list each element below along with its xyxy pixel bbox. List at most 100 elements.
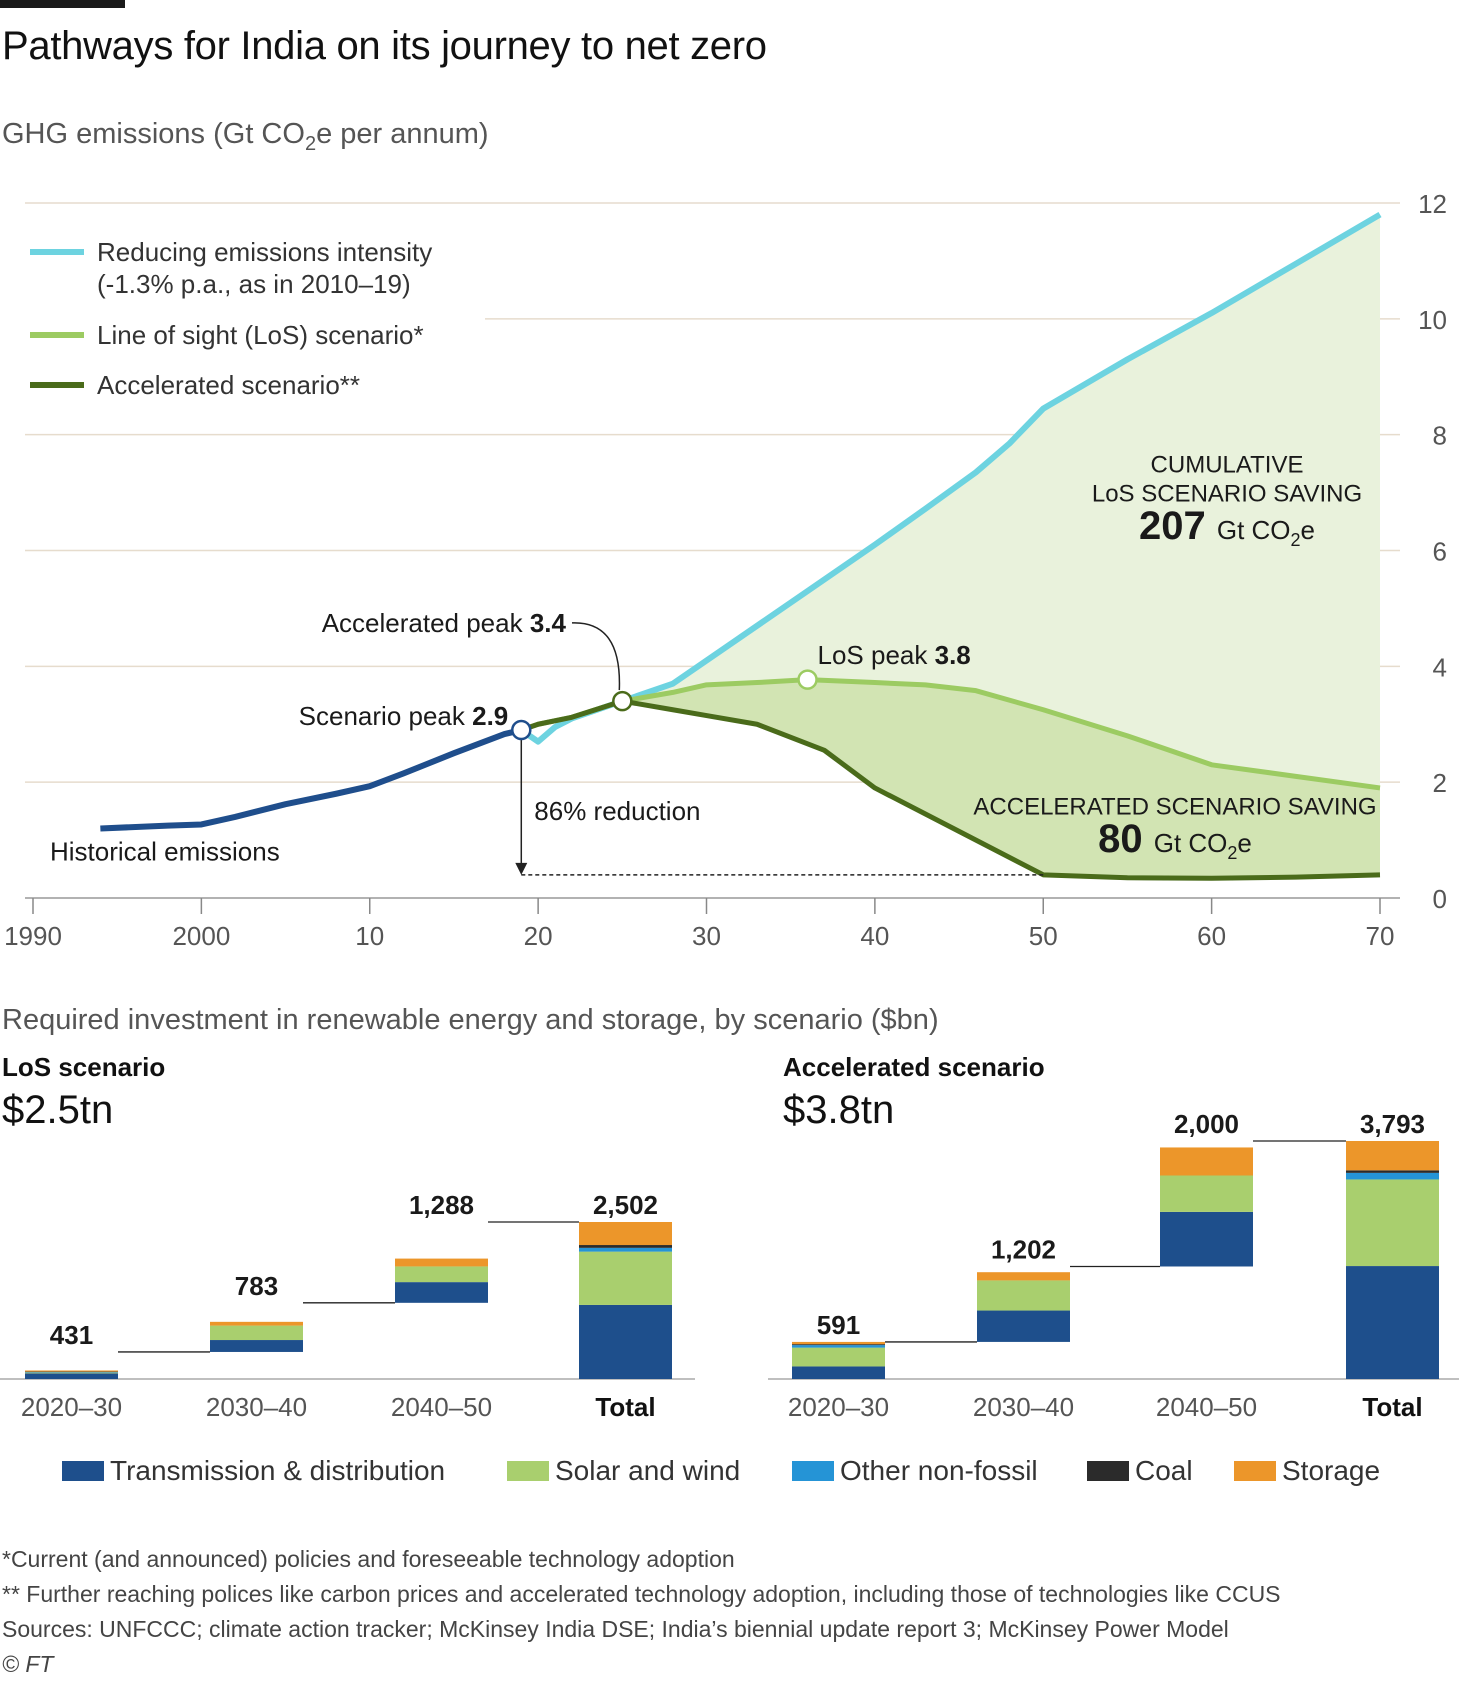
bar-seg-1-1-0 <box>977 1310 1070 1342</box>
bar-seg-0-2-0 <box>395 1282 488 1303</box>
accelerated-peak-text: Accelerated peak <box>322 608 530 638</box>
legend-label-1: Line of sight (LoS) scenario* <box>97 320 424 350</box>
x-tick-60: 60 <box>1197 921 1226 951</box>
reduction-arrowhead <box>515 862 528 875</box>
bar-category-1-3: Total <box>1362 1392 1422 1422</box>
cumulative-unit-sub: 2 <box>1291 530 1301 550</box>
bar-category-0-3: Total <box>595 1392 655 1422</box>
scenario-peak-value: 2.9 <box>472 701 508 731</box>
bar-value-0-1: 783 <box>235 1271 278 1301</box>
legend-swatch <box>792 1461 834 1481</box>
accelerated-unit-sub: 2 <box>1227 843 1237 863</box>
bar-seg-1-2-1 <box>1160 1175 1253 1212</box>
legend-label: Coal <box>1135 1455 1193 1486</box>
accelerated-peak-value: 3.4 <box>530 608 567 638</box>
legend-label: Transmission & distribution <box>110 1455 446 1486</box>
cumulative-line1: CUMULATIVE <box>1151 452 1304 479</box>
bar-category-1-2: 2040–50 <box>1156 1392 1257 1422</box>
bar-seg-1-2-0 <box>1160 1211 1253 1267</box>
bar-seg-1-0-0 <box>792 1366 885 1379</box>
accelerated-peak-leader <box>571 622 621 691</box>
bar-seg-1-2-4 <box>1160 1147 1253 1176</box>
bar-category-1-0: 2020–30 <box>788 1392 889 1422</box>
accelerated-unit-end: e <box>1237 828 1251 858</box>
bar-value-1-0: 591 <box>817 1310 860 1340</box>
bar-category-1-1: 2030–40 <box>973 1392 1074 1422</box>
bar-seg-1-0-3 <box>792 1344 885 1346</box>
x-tick-10: 10 <box>355 921 384 951</box>
bar-seg-1-3-2 <box>1346 1172 1439 1180</box>
bar-category-0-1: 2030–40 <box>206 1392 307 1422</box>
bar-value-1-3: 3,793 <box>1360 1110 1425 1139</box>
bar-seg-0-3-2 <box>579 1247 672 1252</box>
investment-bar-charts: 431 2020–30 783 2030–40 1,288 2040–50 2,502 Tot… <box>0 1110 1459 1422</box>
bar-value-0-3: 2,502 <box>593 1190 658 1220</box>
bar-seg-0-3-3 <box>579 1245 672 1248</box>
bar-seg-0-0-4 <box>25 1370 118 1372</box>
bar-value-1-1: 1,202 <box>991 1234 1056 1264</box>
legend-item-solar-and-wind: Solar and wind <box>507 1455 740 1487</box>
investment-section-title: Required investment in renewable energy … <box>2 1004 939 1036</box>
x-tick-30: 30 <box>692 921 721 951</box>
los-peak-value: 3.8 <box>935 640 971 670</box>
footnote-accelerated: ** Further reaching polices like carbon … <box>2 1581 1281 1607</box>
legend-label: Solar and wind <box>555 1455 741 1486</box>
historical-emissions-label: Historical emissions <box>50 837 280 867</box>
accelerated-saving-area <box>622 679 1380 879</box>
legend-swatch <box>507 1461 549 1481</box>
legend-label: Storage <box>1282 1455 1381 1486</box>
accelerated-scenario-line <box>520 698 1381 881</box>
legend-label-0: Reducing emissions intensity <box>97 237 432 267</box>
y-tick-8: 8 <box>1433 421 1447 451</box>
cumulative-saving: 207 Gt CO2e <box>1139 504 1315 550</box>
bar-seg-0-1-4 <box>210 1321 303 1326</box>
legend-item-other-non-fossil: Other non-fossil <box>792 1455 1038 1487</box>
bar-panel-0: 431 2020–30 783 2030–40 1,288 2040–50 2,502 Tot… <box>0 1190 695 1422</box>
bar-seg-0-0-0 <box>25 1373 118 1379</box>
top-accent-bar <box>0 0 125 8</box>
x-tick-2000: 2000 <box>172 921 230 951</box>
bar-value-0-2: 1,288 <box>409 1190 474 1220</box>
bar-seg-0-2-1 <box>395 1266 488 1283</box>
bar-seg-1-0-1 <box>792 1347 885 1367</box>
bar-seg-1-0-2 <box>792 1345 885 1348</box>
legend-swatch <box>62 1461 104 1481</box>
bar-panel-1: 591 2020–30 1,202 2030–40 2,000 2040–50 3,793 T… <box>768 1110 1459 1422</box>
copyright: © FT <box>2 1651 54 1677</box>
bar-seg-0-1-1 <box>210 1325 303 1341</box>
bar-seg-1-3-4 <box>1346 1140 1439 1171</box>
accelerated-panel-label: Accelerated scenario <box>783 1052 1045 1082</box>
reduction-label: 86% reduction <box>534 796 700 826</box>
bar-seg-0-2-4 <box>395 1258 488 1267</box>
bar-category-0-0: 2020–30 <box>21 1392 122 1422</box>
legend-item-transmission-distribution: Transmission & distribution <box>62 1455 445 1487</box>
bar-seg-0-3-1 <box>579 1251 672 1305</box>
bar-seg-1-3-1 <box>1346 1179 1439 1267</box>
investment-legend: Transmission & distribution Solar and win… <box>62 1455 1452 1495</box>
bar-value-1-2: 2,000 <box>1174 1110 1239 1139</box>
accelerated-saving-value: 80 <box>1098 817 1154 861</box>
y-tick-12: 12 <box>1418 189 1447 219</box>
historical-emissions-line <box>100 727 522 832</box>
x-tick-1990: 1990 <box>4 921 62 951</box>
y-tick-4: 4 <box>1433 652 1447 682</box>
bar-seg-0-1-0 <box>210 1340 303 1352</box>
bar-seg-1-3-3 <box>1346 1170 1439 1173</box>
y-tick-10: 10 <box>1418 305 1447 335</box>
footnote-los: *Current (and announced) policies and fo… <box>2 1546 735 1572</box>
accelerated-unit: Gt CO <box>1154 828 1228 858</box>
los-peak-label: LoS peak 3.8 <box>818 640 971 670</box>
x-tick-50: 50 <box>1029 921 1058 951</box>
cumulative-value: 207 <box>1139 504 1217 548</box>
bar-value-0-0: 431 <box>50 1320 93 1350</box>
chart-title: Pathways for India on its journey to net… <box>2 24 767 68</box>
accelerated-peak-marker <box>612 690 633 712</box>
cumulative-unit: Gt CO <box>1217 515 1291 545</box>
cumulative-line2: LoS SCENARIO SAVING <box>1092 481 1362 508</box>
bar-seg-0-0-3 <box>25 1371 118 1373</box>
bar-seg-1-1-4 <box>977 1272 1070 1281</box>
accelerated-peak-label: Accelerated peak 3.4 <box>322 608 567 638</box>
scenario-peak-marker <box>511 719 532 741</box>
accelerated-saving: 80 Gt CO2e <box>1098 817 1252 863</box>
y-tick-6: 6 <box>1433 537 1447 567</box>
